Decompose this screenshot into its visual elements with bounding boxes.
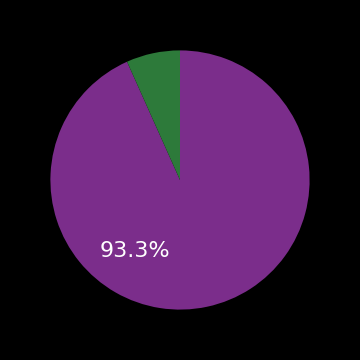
Wedge shape xyxy=(127,50,180,180)
Text: 93.3%: 93.3% xyxy=(99,241,170,261)
Wedge shape xyxy=(50,50,310,310)
